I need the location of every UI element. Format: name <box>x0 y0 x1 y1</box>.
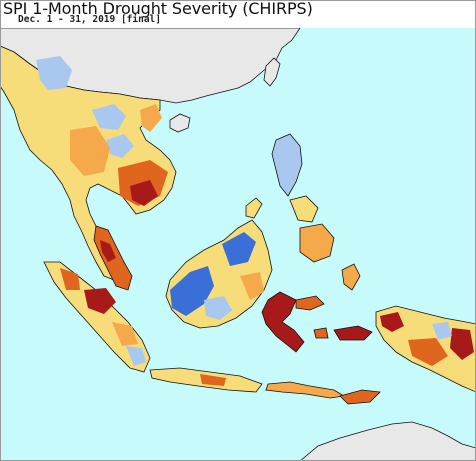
new-guinea-wet <box>432 322 452 340</box>
sulawesi-east-arm <box>295 295 325 311</box>
dry-vietnam <box>140 104 162 132</box>
wet-patch-myanmar <box>36 56 72 90</box>
borneo-dry <box>240 272 264 300</box>
lesser-sunda <box>265 381 346 399</box>
sumatra-dry-2 <box>112 322 138 346</box>
drought-map <box>0 28 476 461</box>
halmahera <box>341 263 361 291</box>
australia <box>299 421 476 461</box>
dry-thailand <box>70 126 110 176</box>
new-guinea-extreme-2 <box>450 328 474 360</box>
new-guinea-extreme <box>380 312 404 332</box>
malay-peninsula-extreme <box>100 240 116 262</box>
palawan <box>245 197 263 219</box>
wet-patch-laos <box>92 104 126 130</box>
hainan <box>169 113 191 133</box>
wet-patch-laos-2 <box>106 134 134 158</box>
borneo-wet <box>204 296 232 320</box>
java-dry <box>200 374 226 386</box>
extreme-dry-cambodia <box>130 180 158 206</box>
buru <box>313 327 329 339</box>
taiwan <box>263 57 281 87</box>
borneo-very-wet <box>170 266 214 316</box>
seram <box>333 325 373 341</box>
new-guinea-dry <box>408 338 448 366</box>
luzon <box>271 133 303 197</box>
timor <box>339 389 381 405</box>
map-date-range: Dec. 1 - 31, 2019 [final] <box>18 14 161 25</box>
sumatra-extreme-dry <box>84 288 116 314</box>
borneo-very-wet-2 <box>222 232 256 266</box>
visayas <box>289 195 319 223</box>
mindanao <box>299 223 335 263</box>
map-title: SPI 1-Month Drought Severity (CHIRPS) <box>3 0 313 18</box>
sumatra-dry <box>60 268 80 290</box>
sumatra-wet <box>126 346 146 366</box>
